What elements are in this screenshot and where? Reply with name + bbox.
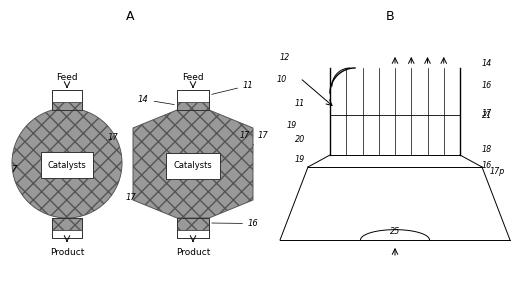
Text: 16: 16 <box>212 219 259 228</box>
Text: Catalysts: Catalysts <box>48 160 86 169</box>
Text: Catalysts: Catalysts <box>174 161 212 170</box>
Bar <box>52 218 82 238</box>
Text: Product: Product <box>176 248 210 257</box>
Text: Feed: Feed <box>56 73 78 82</box>
Text: 16: 16 <box>482 160 492 169</box>
Bar <box>166 153 220 179</box>
Text: 14: 14 <box>482 58 492 68</box>
Text: Feed: Feed <box>182 73 204 82</box>
Text: 7: 7 <box>12 166 17 175</box>
Text: 25: 25 <box>390 227 400 236</box>
Bar <box>52 230 82 238</box>
Text: 17: 17 <box>126 194 137 202</box>
Bar <box>41 152 93 178</box>
Bar <box>177 90 209 110</box>
Text: 12: 12 <box>280 53 290 62</box>
Text: 18: 18 <box>482 146 492 154</box>
Text: 11: 11 <box>212 81 254 94</box>
Text: 16: 16 <box>482 82 492 91</box>
Text: 21: 21 <box>482 110 492 119</box>
Ellipse shape <box>12 108 122 218</box>
Text: 17: 17 <box>482 109 492 118</box>
Text: 10: 10 <box>277 76 287 85</box>
Bar <box>177 90 209 110</box>
Text: 19: 19 <box>287 121 297 130</box>
Polygon shape <box>133 110 253 218</box>
Bar <box>52 218 82 238</box>
Bar <box>52 90 82 110</box>
Bar <box>177 218 209 238</box>
Text: 19: 19 <box>295 155 305 164</box>
Bar <box>177 90 209 102</box>
Text: B: B <box>385 11 394 23</box>
Text: Product: Product <box>50 248 84 257</box>
Text: 14: 14 <box>138 95 174 105</box>
Bar <box>52 90 82 110</box>
Text: 20: 20 <box>295 136 305 145</box>
Bar <box>177 230 209 238</box>
Text: 17: 17 <box>240 130 250 140</box>
Bar <box>177 218 209 238</box>
Text: 17: 17 <box>108 134 119 142</box>
Bar <box>52 90 82 102</box>
Text: 17: 17 <box>253 131 269 145</box>
Text: 11: 11 <box>295 98 305 107</box>
Text: A: A <box>126 11 134 23</box>
Text: 17p: 17p <box>490 167 505 176</box>
